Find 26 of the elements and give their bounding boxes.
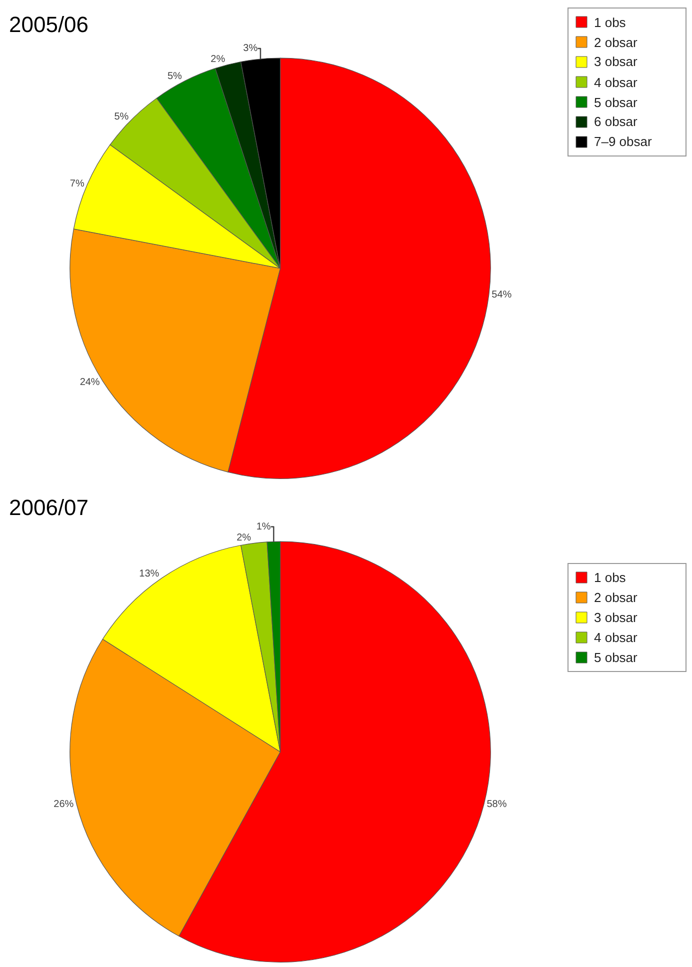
data-label: 3% [243, 42, 258, 54]
legend-label: 2 obsar [594, 590, 638, 605]
data-label: 1% [256, 521, 271, 532]
chart-title: 2005/06 [9, 12, 89, 37]
data-label: 2% [210, 54, 226, 65]
chart-title: 2006/07 [9, 495, 89, 520]
legend-label: 3 obsar [594, 54, 638, 69]
legend-label: 2 obsar [594, 35, 638, 50]
data-label: 7% [70, 178, 84, 190]
legend-label: 1 obs [594, 570, 626, 585]
legend-label: 6 obsar [594, 114, 638, 129]
legend-label: 3 obsar [594, 610, 638, 625]
legend-label: 4 obsar [594, 630, 638, 645]
data-label: 24% [80, 377, 100, 388]
data-label: 5% [114, 111, 129, 122]
legend-label: 5 obsar [594, 650, 638, 665]
data-label: 13% [139, 568, 160, 580]
data-label: 5% [167, 71, 182, 82]
legend-label: 4 obsar [594, 75, 638, 90]
data-label: 26% [54, 798, 74, 810]
data-label: 54% [492, 289, 512, 300]
legend-label: 5 obsar [594, 95, 638, 110]
legend-label: 7–9 obsar [594, 134, 652, 149]
data-label: 58% [486, 798, 507, 810]
legend-label: 1 obs [594, 15, 626, 30]
data-label: 2% [236, 532, 252, 544]
